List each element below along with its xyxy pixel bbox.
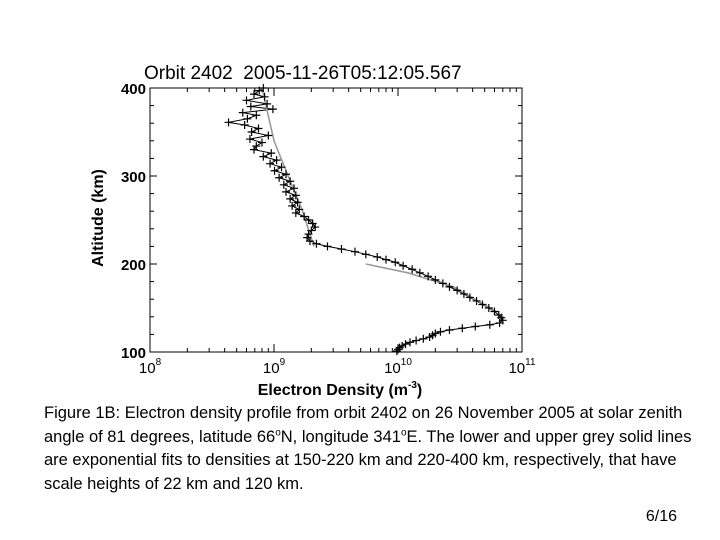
fit-line: [261, 87, 315, 247]
data-point: [465, 293, 474, 302]
data-point: [247, 128, 256, 136]
data-point: [238, 108, 247, 117]
data-point: [290, 184, 299, 193]
data-point: [391, 258, 400, 267]
data-point: [323, 242, 332, 251]
data-point: [286, 194, 295, 203]
plot-area: 100 200 300 400 108 109 1010 1011: [121, 81, 536, 377]
data-point: [268, 105, 277, 114]
x-tick-label: 108: [139, 357, 162, 377]
data-point: [257, 138, 266, 147]
data-point: [240, 120, 249, 129]
x-tick-label: 1011: [508, 357, 536, 377]
data-point: [275, 173, 284, 182]
page-number: 6/16: [645, 508, 677, 525]
data-point: [305, 237, 314, 246]
data-point: [279, 180, 288, 189]
data-point: [350, 247, 359, 256]
data-point: [471, 322, 480, 331]
data-point: [472, 296, 481, 305]
data-point: [224, 118, 233, 127]
data-point: [259, 152, 268, 161]
data-point: [282, 187, 291, 196]
data-point: [304, 230, 313, 239]
data-point: [361, 250, 370, 259]
y-tick-label: 200: [121, 257, 146, 274]
data-point: [445, 326, 454, 334]
data-point: [250, 90, 259, 99]
data-point: [266, 159, 275, 168]
data-point: [401, 340, 410, 349]
x-tick-label: 109: [263, 357, 286, 377]
data-point: [250, 145, 259, 154]
data-point: [267, 149, 276, 158]
x-axis-label: Electron Density (m-3): [258, 380, 423, 399]
data-point: [445, 282, 454, 291]
data-point: [245, 135, 254, 144]
data-point: [243, 114, 252, 123]
data-point: [254, 124, 263, 133]
data-point: [431, 275, 440, 284]
data-point: [406, 338, 415, 347]
data-point: [425, 333, 434, 342]
data-point: [252, 111, 261, 120]
data-point: [337, 245, 346, 254]
data-point: [495, 318, 504, 327]
data-point: [263, 99, 272, 108]
figure-caption: Figure 1B: Electron density profile from…: [44, 404, 692, 493]
data-point: [277, 163, 286, 172]
data-point: [264, 131, 273, 140]
data-point: [242, 96, 251, 105]
data-point: [246, 102, 255, 111]
data-point: [419, 334, 428, 343]
data-line: [228, 87, 504, 352]
plot-frame: [149, 87, 523, 353]
data-point: [485, 320, 494, 329]
data-point: [259, 84, 268, 92]
data-point: [272, 156, 281, 165]
data-point: [288, 201, 297, 210]
data-point: [312, 239, 321, 248]
data-point: [478, 300, 487, 309]
y-tick-label: 100: [121, 345, 146, 362]
data-point: [412, 336, 421, 345]
y-tick-label: 300: [121, 169, 146, 186]
data-point: [255, 86, 264, 95]
data-point: [484, 304, 493, 312]
data-point: [291, 208, 300, 217]
data-point: [490, 307, 499, 316]
data-point: [291, 191, 300, 200]
data-point: [438, 279, 447, 288]
data-point: [394, 345, 402, 354]
data-point: [293, 198, 302, 207]
data-point: [424, 272, 433, 281]
data-point: [408, 265, 417, 274]
data-point: [459, 289, 468, 298]
data-point: [260, 92, 269, 101]
electron-density-chart: Orbit 2402 2005-11-26T05:12:05.567 100 20…: [90, 63, 536, 399]
data-point: [270, 166, 279, 175]
data-point: [399, 261, 408, 270]
data-point: [381, 255, 390, 264]
data-point: [282, 170, 291, 179]
data-point: [295, 205, 304, 214]
x-tick-label: 1010: [384, 357, 412, 377]
data-point: [286, 177, 295, 186]
data-point: [304, 216, 313, 224]
data-point: [392, 347, 401, 356]
y-tick-label: 400: [121, 81, 146, 98]
data-point: [453, 286, 462, 295]
data-point: [311, 223, 320, 232]
chart-title: Orbit 2402 2005-11-26T05:12:05.567: [144, 63, 462, 84]
fit-line: [365, 263, 497, 313]
data-point: [300, 212, 309, 221]
data-point: [373, 252, 382, 261]
data-point: [458, 324, 467, 333]
y-axis-label: Altitude (km): [90, 169, 107, 267]
data-point: [415, 268, 424, 277]
data-point: [436, 327, 445, 336]
